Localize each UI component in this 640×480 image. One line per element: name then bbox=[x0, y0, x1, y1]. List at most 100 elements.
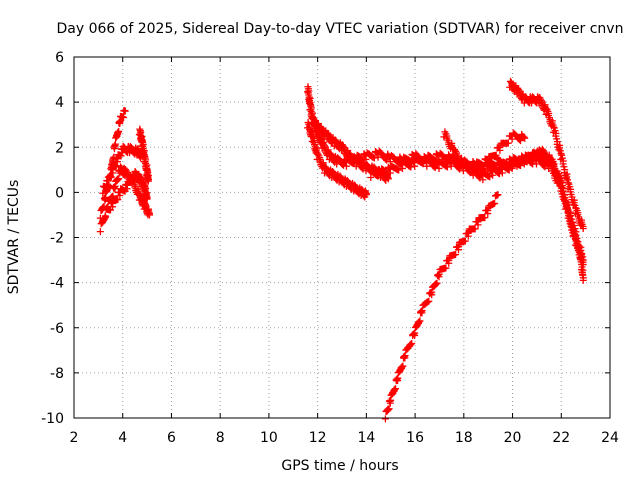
data-point bbox=[435, 155, 443, 163]
data-point bbox=[461, 237, 469, 245]
data-points bbox=[96, 77, 587, 423]
data-point bbox=[491, 199, 499, 207]
data-point bbox=[128, 178, 136, 186]
series-arc12 bbox=[506, 77, 587, 232]
series-arc5 bbox=[135, 125, 153, 185]
x-tick-label: 22 bbox=[552, 430, 570, 446]
data-point bbox=[579, 276, 587, 284]
data-point bbox=[498, 164, 506, 172]
data-point bbox=[386, 399, 394, 407]
data-point bbox=[399, 353, 407, 361]
data-point bbox=[423, 158, 431, 166]
data-point bbox=[428, 291, 436, 299]
x-tick-label: 20 bbox=[504, 430, 522, 446]
data-point bbox=[101, 212, 109, 220]
data-point bbox=[114, 196, 122, 204]
data-point bbox=[144, 177, 152, 185]
data-point bbox=[320, 143, 328, 151]
data-point bbox=[517, 137, 525, 145]
series-arc11 bbox=[381, 191, 502, 423]
data-point bbox=[392, 385, 400, 393]
data-point bbox=[116, 119, 124, 127]
data-point bbox=[96, 228, 104, 236]
x-tick-label: 18 bbox=[455, 430, 473, 446]
data-point bbox=[474, 221, 482, 229]
data-point bbox=[398, 363, 406, 371]
y-axis-title: SDTVAR / TECUs bbox=[6, 180, 22, 295]
data-point bbox=[397, 364, 405, 372]
data-point bbox=[532, 160, 540, 168]
data-point bbox=[435, 273, 443, 281]
data-point bbox=[419, 159, 427, 167]
data-point bbox=[120, 114, 128, 122]
data-point bbox=[579, 224, 587, 232]
data-point bbox=[513, 162, 521, 170]
x-tick-label: 10 bbox=[260, 430, 278, 446]
series-arc14 bbox=[484, 145, 587, 269]
data-point bbox=[541, 163, 549, 171]
y-tick-label: 0 bbox=[55, 185, 64, 201]
data-point bbox=[504, 139, 512, 147]
data-point bbox=[579, 261, 587, 269]
data-point bbox=[560, 191, 568, 199]
data-point bbox=[537, 98, 545, 106]
data-point bbox=[492, 151, 500, 159]
data-point bbox=[392, 376, 400, 384]
data-point bbox=[484, 210, 492, 218]
data-point bbox=[471, 225, 479, 233]
data-point bbox=[99, 189, 107, 197]
grid bbox=[74, 57, 610, 418]
x-tick-label: 24 bbox=[601, 430, 619, 446]
chart-title: Day 066 of 2025, Sidereal Day-to-day VTE… bbox=[57, 21, 624, 37]
x-tick-label: 8 bbox=[216, 430, 225, 446]
data-point bbox=[342, 162, 350, 170]
data-point bbox=[484, 169, 492, 177]
data-point bbox=[480, 162, 488, 170]
data-point bbox=[410, 330, 418, 338]
data-point bbox=[112, 162, 120, 170]
data-point bbox=[390, 386, 398, 394]
data-point bbox=[479, 176, 487, 184]
series-arc7 bbox=[303, 118, 370, 201]
data-point bbox=[407, 163, 415, 171]
data-point bbox=[430, 163, 438, 171]
data-point bbox=[123, 185, 131, 193]
data-point bbox=[433, 279, 441, 287]
data-point bbox=[435, 164, 443, 172]
data-point bbox=[383, 156, 391, 164]
data-point bbox=[425, 297, 433, 305]
data-point bbox=[508, 163, 516, 171]
data-point bbox=[523, 158, 531, 166]
x-tick-label: 14 bbox=[357, 430, 375, 446]
data-point bbox=[399, 362, 407, 370]
data-point bbox=[508, 135, 516, 143]
data-point bbox=[445, 259, 453, 267]
data-point bbox=[524, 97, 532, 105]
data-point bbox=[395, 166, 403, 174]
data-point bbox=[442, 156, 450, 164]
data-point bbox=[416, 317, 424, 325]
data-point bbox=[319, 139, 327, 147]
data-point bbox=[563, 202, 571, 210]
x-axis-title: GPS time / hours bbox=[281, 458, 398, 474]
data-point bbox=[121, 107, 129, 115]
data-point bbox=[143, 195, 151, 203]
data-point bbox=[558, 181, 566, 189]
data-point bbox=[447, 158, 455, 166]
data-point bbox=[414, 319, 422, 327]
data-point bbox=[109, 203, 117, 211]
data-point bbox=[559, 188, 567, 196]
data-point bbox=[417, 308, 425, 316]
x-tick-label: 2 bbox=[70, 430, 79, 446]
data-point bbox=[374, 153, 382, 161]
data-point bbox=[407, 340, 415, 348]
data-point bbox=[386, 169, 394, 177]
x-tick-label: 4 bbox=[118, 430, 127, 446]
data-point bbox=[377, 171, 385, 179]
data-point bbox=[146, 211, 154, 219]
y-tick-label: 4 bbox=[55, 95, 64, 111]
data-point bbox=[443, 157, 451, 165]
data-point bbox=[107, 173, 115, 181]
